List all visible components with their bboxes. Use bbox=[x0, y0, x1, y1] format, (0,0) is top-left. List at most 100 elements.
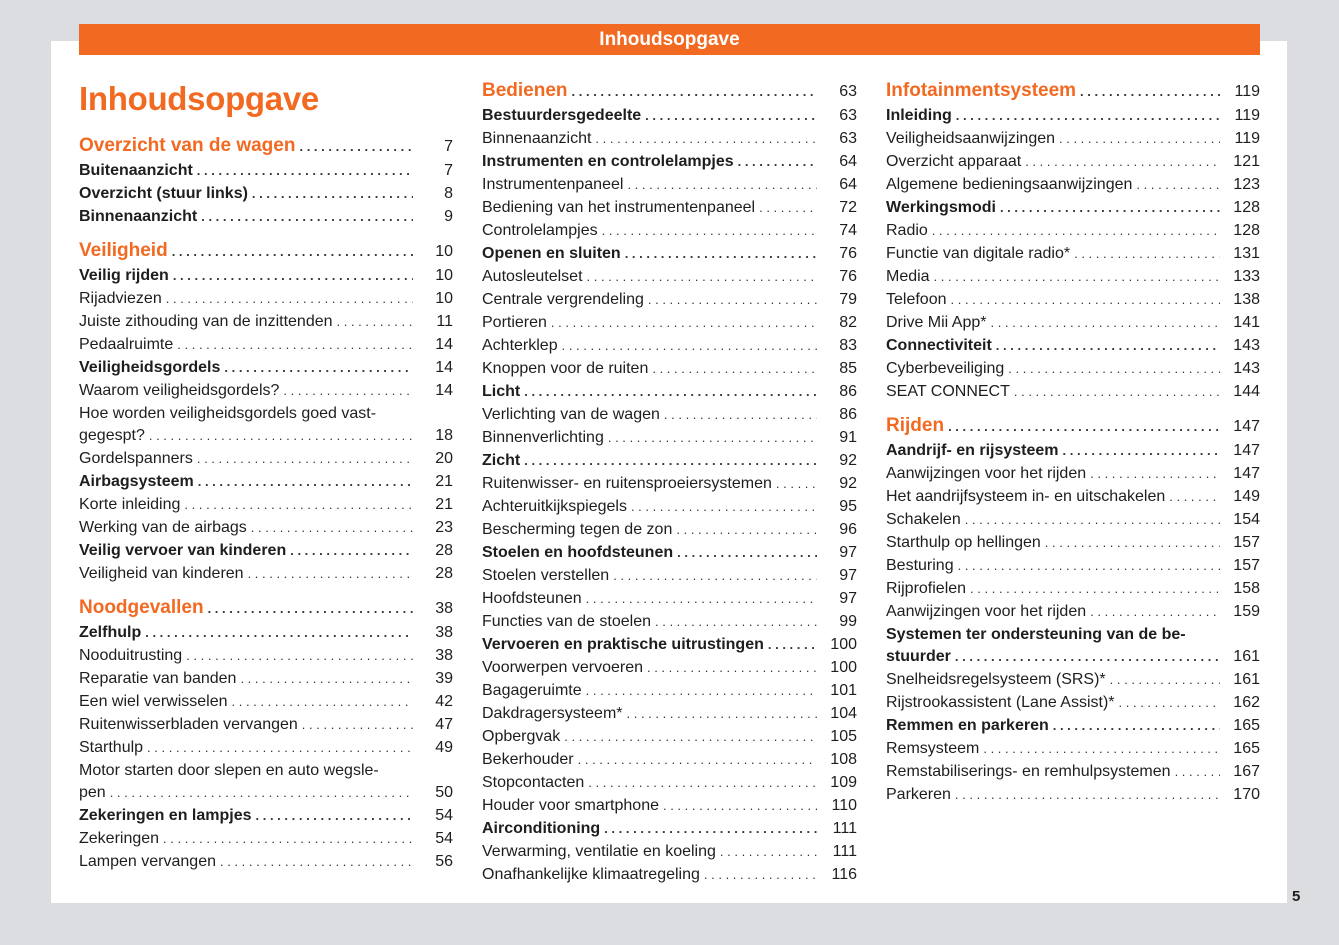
toc-entry[interactable]: Openen en sluiten 76 bbox=[482, 242, 857, 265]
toc-entry[interactable]: Aanwijzingen voor het rijden 159 bbox=[886, 600, 1260, 623]
toc-entry[interactable]: Ruitenwisser- en ruitensproeiersystemen 9… bbox=[482, 472, 857, 495]
toc-entry[interactable]: Overzicht (stuur links) 8 bbox=[79, 182, 453, 205]
toc-entry[interactable]: Zicht 92 bbox=[482, 449, 857, 472]
toc-entry[interactable]: Waarom veiligheidsgordels? 14 bbox=[79, 379, 453, 402]
toc-entry[interactable]: Airconditioning 111 bbox=[482, 817, 857, 840]
toc-entry[interactable]: Stoelen verstellen 97 bbox=[482, 564, 857, 587]
toc-entry[interactable]: Zelfhulp 38 bbox=[79, 621, 453, 644]
toc-entry[interactable]: pen 50 bbox=[79, 781, 453, 804]
toc-entry[interactable]: Voorwerpen vervoeren 100 bbox=[482, 656, 857, 679]
toc-entry[interactable]: Rijstrookassistent (Lane Assist)* 162 bbox=[886, 691, 1260, 714]
toc-entry[interactable]: stuurder 161 bbox=[886, 645, 1260, 668]
toc-entry[interactable]: Het aandrijfsysteem in- en uitschakelen 1… bbox=[886, 485, 1260, 508]
toc-entry[interactable]: Binnenaanzicht 9 bbox=[79, 205, 453, 228]
toc-entry[interactable]: SEAT CONNECT 144 bbox=[886, 380, 1260, 403]
toc-entry[interactable]: Telefoon 138 bbox=[886, 288, 1260, 311]
toc-entry[interactable]: Knoppen voor de ruiten 85 bbox=[482, 357, 857, 380]
toc-entry[interactable]: Airbagsysteem 21 bbox=[79, 470, 453, 493]
toc-entry-title: Algemene bedieningsaanwijzingen bbox=[886, 176, 1133, 193]
toc-chapter[interactable]: Veiligheid 10 bbox=[79, 238, 453, 264]
toc-entry[interactable]: Schakelen 154 bbox=[886, 508, 1260, 531]
toc-entry[interactable]: Connectiviteit 143 bbox=[886, 334, 1260, 357]
toc-entry[interactable]: Rijprofielen 158 bbox=[886, 577, 1260, 600]
toc-entry[interactable]: Veilig vervoer van kinderen 28 bbox=[79, 539, 453, 562]
toc-entry[interactable]: Dakdragersysteem* 104 bbox=[482, 702, 857, 725]
toc-entry[interactable]: Licht 86 bbox=[482, 380, 857, 403]
toc-entry[interactable]: Functies van de stoelen 99 bbox=[482, 610, 857, 633]
toc-entry[interactable]: Controlelampjes 74 bbox=[482, 219, 857, 242]
toc-entry[interactable]: Besturing 157 bbox=[886, 554, 1260, 577]
toc-entry[interactable]: Remmen en parkeren 165 bbox=[886, 714, 1260, 737]
toc-entry[interactable]: Binnenverlichting 91 bbox=[482, 426, 857, 449]
toc-entry[interactable]: Nooduitrusting 38 bbox=[79, 644, 453, 667]
toc-entry[interactable]: Vervoeren en praktische uitrustingen 100 bbox=[482, 633, 857, 656]
toc-entry-title: stuurder bbox=[886, 648, 951, 665]
toc-entry-title: Hoofdsteunen bbox=[482, 590, 582, 607]
toc-chapter[interactable]: Overzicht van de wagen 7 bbox=[79, 133, 453, 159]
toc-entry[interactable]: Functie van digitale radio* 131 bbox=[886, 242, 1260, 265]
toc-entry[interactable]: Cyberbeveiliging 143 bbox=[886, 357, 1260, 380]
toc-entry[interactable]: Hoofdsteunen 97 bbox=[482, 587, 857, 610]
toc-entry[interactable]: Remstabiliserings- en remhulpsystemen 167 bbox=[886, 760, 1260, 783]
toc-entry[interactable]: Zekeringen 54 bbox=[79, 827, 453, 850]
toc-entry[interactable]: Een wiel verwisselen 42 bbox=[79, 690, 453, 713]
dot-leader bbox=[776, 472, 817, 495]
toc-entry[interactable]: Bediening van het instrumentenpaneel 72 bbox=[482, 196, 857, 219]
toc-entry[interactable]: Instrumenten en controlelampjes 64 bbox=[482, 150, 857, 173]
toc-entry[interactable]: Stoelen en hoofdsteunen 97 bbox=[482, 541, 857, 564]
toc-entry[interactable]: Gordelspanners 20 bbox=[79, 447, 453, 470]
toc-entry[interactable]: Portieren 82 bbox=[482, 311, 857, 334]
toc-entry[interactable]: Snelheidsregelsysteem (SRS)* 161 bbox=[886, 668, 1260, 691]
toc-entry[interactable]: Veilig rijden 10 bbox=[79, 264, 453, 287]
toc-entry[interactable]: Media 133 bbox=[886, 265, 1260, 288]
toc-entry[interactable]: Inleiding 119 bbox=[886, 104, 1260, 127]
toc-entry[interactable]: Algemene bedieningsaanwijzingen 123 bbox=[886, 173, 1260, 196]
toc-entry[interactable]: Centrale vergrendeling 79 bbox=[482, 288, 857, 311]
toc-entry[interactable]: Remsysteem 165 bbox=[886, 737, 1260, 760]
toc-entry-title: Controlelampjes bbox=[482, 222, 598, 239]
toc-chapter[interactable]: Infotainmentsysteem 119 bbox=[886, 78, 1260, 104]
toc-entry[interactable]: Werking van de airbags 23 bbox=[79, 516, 453, 539]
toc-entry[interactable]: Opbergvak 105 bbox=[482, 725, 857, 748]
toc-entry[interactable]: Pedaalruimte 14 bbox=[79, 333, 453, 356]
toc-entry[interactable]: Veiligheidsaanwijzingen 119 bbox=[886, 127, 1260, 150]
toc-entry[interactable]: Veiligheidsgordels 14 bbox=[79, 356, 453, 379]
toc-entry[interactable]: Onafhankelijke klimaatregeling 116 bbox=[482, 863, 857, 886]
toc-entry[interactable]: Aanwijzingen voor het rijden 147 bbox=[886, 462, 1260, 485]
toc-entry[interactable]: Korte inleiding 21 bbox=[79, 493, 453, 516]
toc-entry[interactable]: Verlichting van de wagen 86 bbox=[482, 403, 857, 426]
toc-chapter[interactable]: Rijden 147 bbox=[886, 413, 1260, 439]
toc-entry[interactable]: Bagageruimte 101 bbox=[482, 679, 857, 702]
toc-entry[interactable]: Achteruitkijkspiegels 95 bbox=[482, 495, 857, 518]
toc-entry[interactable]: Drive Mii App* 141 bbox=[886, 311, 1260, 334]
toc-page-number: 110 bbox=[831, 797, 857, 814]
toc-entry[interactable]: Zekeringen en lampjes 54 bbox=[79, 804, 453, 827]
toc-chapter[interactable]: Bedienen 63 bbox=[482, 78, 857, 104]
toc-entry[interactable]: Verwarming, ventilatie en koeling 111 bbox=[482, 840, 857, 863]
toc-entry[interactable]: Bescherming tegen de zon 96 bbox=[482, 518, 857, 541]
toc-entry[interactable]: Binnenaanzicht 63 bbox=[482, 127, 857, 150]
toc-entry[interactable]: Radio 128 bbox=[886, 219, 1260, 242]
toc-chapter[interactable]: Noodgevallen 38 bbox=[79, 595, 453, 621]
toc-entry[interactable]: Werkingsmodi 128 bbox=[886, 196, 1260, 219]
toc-entry[interactable]: Bestuurdersgedeelte 63 bbox=[482, 104, 857, 127]
toc-entry[interactable]: Buitenaanzicht 7 bbox=[79, 159, 453, 182]
toc-entry[interactable]: Autosleutelset 76 bbox=[482, 265, 857, 288]
toc-entry[interactable]: Stopcontacten 109 bbox=[482, 771, 857, 794]
toc-entry[interactable]: Achterklep 83 bbox=[482, 334, 857, 357]
toc-entry[interactable]: Houder voor smartphone 110 bbox=[482, 794, 857, 817]
toc-entry[interactable]: Juiste zithouding van de inzittenden 11 bbox=[79, 310, 453, 333]
toc-entry[interactable]: Starthulp op hellingen 157 bbox=[886, 531, 1260, 554]
toc-entry[interactable]: Veiligheid van kinderen 28 bbox=[79, 562, 453, 585]
toc-entry[interactable]: Instrumentenpaneel 64 bbox=[482, 173, 857, 196]
toc-entry[interactable]: Parkeren 170 bbox=[886, 783, 1260, 806]
toc-entry[interactable]: gegespt? 18 bbox=[79, 424, 453, 447]
toc-entry[interactable]: Rijadviezen 10 bbox=[79, 287, 453, 310]
toc-entry[interactable]: Lampen vervangen 56 bbox=[79, 850, 453, 873]
toc-entry[interactable]: Reparatie van banden 39 bbox=[79, 667, 453, 690]
toc-entry[interactable]: Overzicht apparaat 121 bbox=[886, 150, 1260, 173]
toc-entry[interactable]: Starthulp 49 bbox=[79, 736, 453, 759]
toc-entry[interactable]: Bekerhouder 108 bbox=[482, 748, 857, 771]
toc-entry[interactable]: Ruitenwisserbladen vervangen 47 bbox=[79, 713, 453, 736]
toc-entry[interactable]: Aandrijf- en rijsysteem 147 bbox=[886, 439, 1260, 462]
